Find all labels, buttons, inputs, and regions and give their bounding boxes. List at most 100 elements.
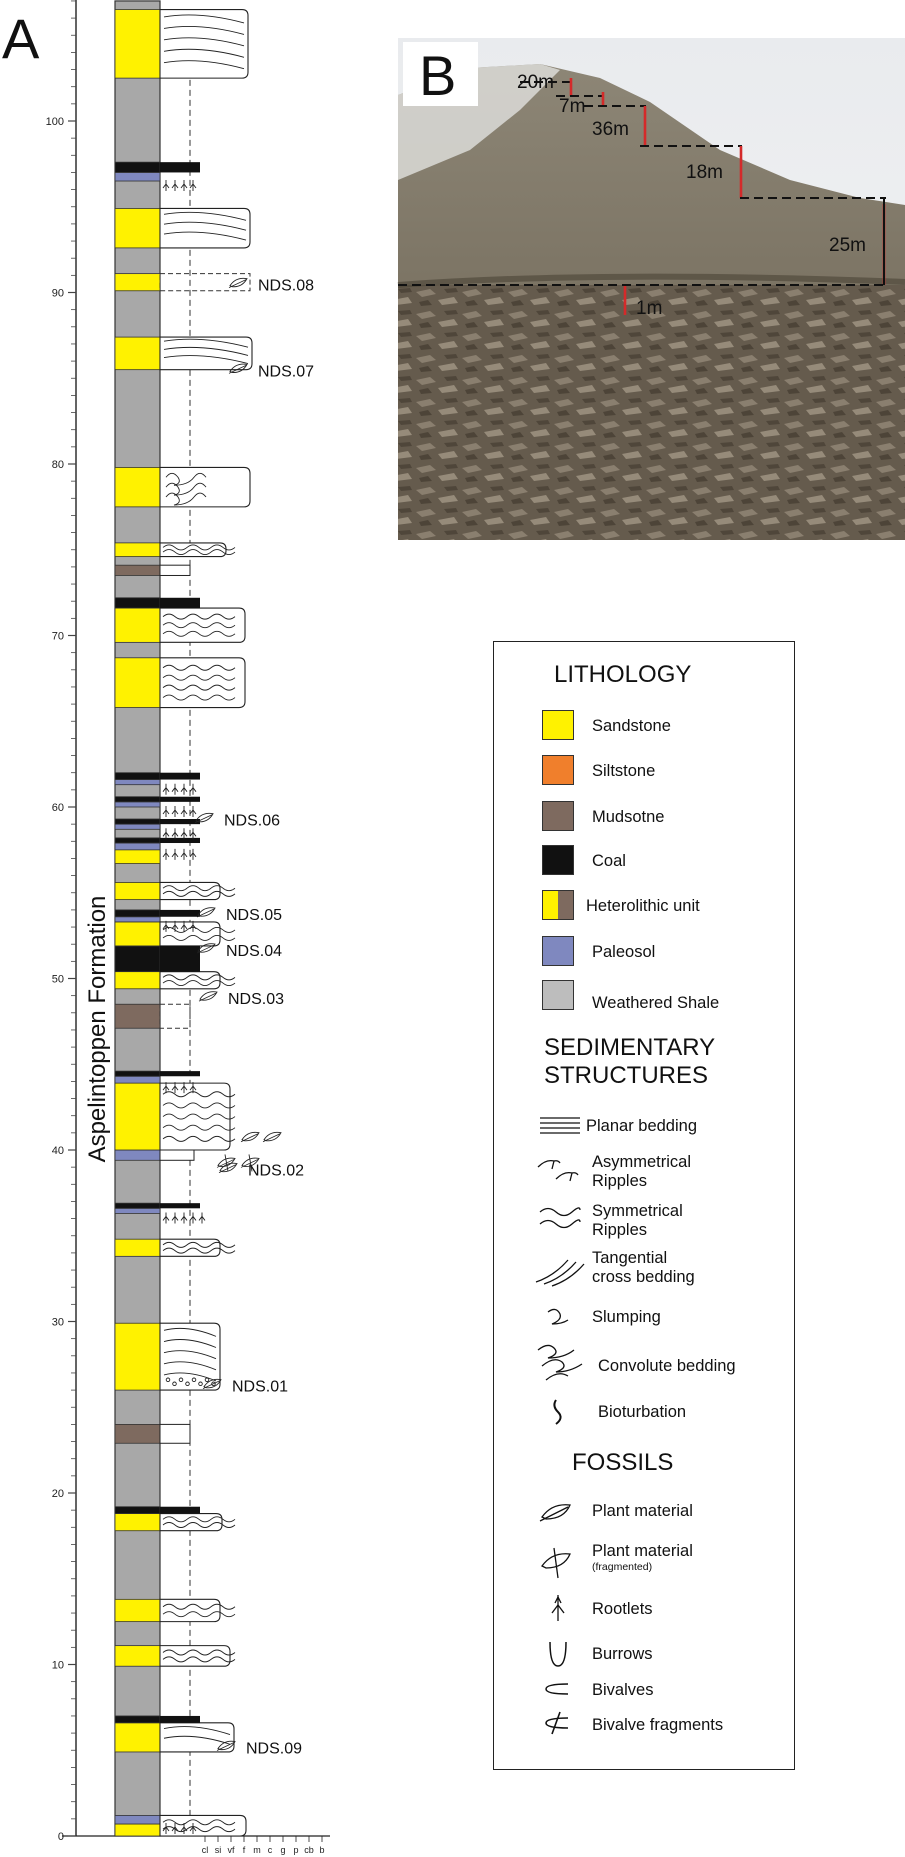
coal-swatch — [542, 845, 574, 875]
plant-fragment-cut — [224, 1154, 229, 1172]
rootlets-symbol — [162, 920, 170, 932]
plant-material-symbol — [203, 1378, 222, 1389]
burrows-label: Burrows — [592, 1645, 653, 1663]
axis-tick-label: 0 — [58, 1831, 64, 1843]
sandstone-bed — [114, 1322, 161, 1391]
sandstone-bed — [114, 1082, 161, 1151]
pebble-symbol — [211, 1381, 216, 1387]
slumping-label: Slumping — [592, 1308, 661, 1326]
thickness-label: 1m — [636, 298, 662, 319]
grain-size-label: f — [243, 1845, 246, 1855]
bed-profile — [159, 1645, 231, 1667]
axis-tick-label: 80 — [52, 459, 64, 471]
sample-label: NDS.01 — [232, 1379, 288, 1396]
sym-structure — [162, 694, 236, 701]
mud-profile — [159, 1149, 195, 1161]
tangential-cross-bedding-label-line1: Tangential — [592, 1249, 668, 1267]
sandstone-swatch — [542, 710, 574, 740]
sym-structure — [162, 885, 236, 892]
rootlets-symbol — [171, 1822, 179, 1834]
rootlets-symbol — [171, 180, 179, 192]
sym-structure — [162, 1113, 236, 1120]
axis-tick-label: 70 — [52, 631, 64, 643]
burrows-icon — [549, 1641, 567, 1667]
sym-structure — [162, 1649, 236, 1656]
tang-structure — [163, 37, 245, 47]
bed-profile — [159, 921, 221, 947]
grain-size-label: si — [215, 1845, 222, 1855]
sym-structure — [162, 1124, 236, 1131]
rootlets-symbol — [189, 1212, 197, 1224]
coal-label: Coal — [592, 852, 626, 870]
plant-material-symbol — [197, 907, 216, 917]
tang-structure — [163, 211, 247, 221]
sandstone-bed — [114, 1513, 161, 1532]
grain-size-label: p — [293, 1845, 298, 1855]
tang-structure — [163, 1361, 217, 1371]
structures-title-line2: STRUCTURES — [544, 1062, 709, 1089]
paleosol-bed — [114, 916, 161, 923]
panel-b-label-box — [403, 42, 478, 106]
plant-fragment-icon — [541, 1547, 571, 1579]
rootlets-symbol — [189, 920, 197, 932]
paleosol-bed — [114, 842, 161, 851]
sym-structure — [162, 544, 236, 551]
coal-bed — [114, 772, 161, 780]
bivalve-fragments-icon — [545, 1711, 569, 1735]
bivalves-label: Bivalves — [592, 1681, 654, 1699]
tang-structure — [163, 1735, 231, 1745]
sym-structure — [162, 613, 236, 620]
conv-structure — [165, 482, 207, 496]
grain-size-label: cl — [202, 1845, 209, 1855]
sym-structure — [162, 684, 236, 691]
rootlets-symbol — [162, 1212, 170, 1224]
sym-structure — [162, 980, 236, 987]
plant-stem — [198, 992, 217, 1002]
lithology-column — [114, 0, 161, 1837]
heterolithic-swatch — [542, 890, 574, 920]
paleosol-label: Paleosol — [592, 943, 656, 961]
plant-fragment-symbol — [241, 1157, 260, 1167]
plant-material-label: Plant material — [592, 1502, 693, 1520]
coal-bed — [114, 945, 161, 973]
depth-axis: 0 10 20 30 40 50 60 70 80 90 100 — [46, 0, 330, 1843]
tang-structure — [163, 1339, 217, 1348]
siltstone-label: Siltstone — [592, 762, 656, 780]
coal-bed — [114, 909, 161, 918]
conv-structure — [165, 472, 207, 486]
sandstone-bed — [114, 1823, 161, 1837]
sandstone-bed — [114, 1722, 161, 1753]
thickness-label: 18m — [686, 162, 723, 183]
mudstone-bed — [114, 1424, 161, 1444]
mud-profile — [159, 1423, 191, 1444]
rootlets-symbol — [162, 180, 170, 192]
sym-structure — [162, 1819, 236, 1826]
rootlets-icon — [551, 1595, 565, 1621]
bed-profile — [159, 1238, 221, 1257]
rootlets-symbol — [180, 180, 188, 192]
sample-label: NDS.04 — [226, 943, 282, 960]
coal-profile — [160, 909, 200, 917]
bed-profile — [159, 1082, 231, 1151]
coal-profile — [160, 945, 200, 972]
sandstone-bed — [114, 971, 161, 990]
coal-bed — [114, 597, 161, 609]
rootlets-symbol — [180, 848, 188, 860]
sym-structure — [162, 1247, 236, 1254]
sample-label: NDS.02 — [248, 1163, 304, 1180]
rootlets-symbol — [162, 828, 170, 840]
bivalves-icon — [545, 1683, 569, 1695]
plant-stem — [216, 1742, 235, 1751]
sym-structure — [162, 630, 236, 637]
tang-structure — [163, 1726, 231, 1735]
grain-size-label: b — [319, 1845, 324, 1855]
rootlets-symbol — [189, 848, 197, 860]
tang-structure — [163, 346, 249, 356]
paleosol-bed — [114, 801, 161, 808]
rootlets-label: Rootlets — [592, 1600, 653, 1618]
rootlets-symbol — [180, 806, 188, 817]
rootlets-symbol — [189, 783, 197, 795]
plant-material-symbol — [199, 991, 218, 1001]
paleosol-bed — [114, 1075, 161, 1084]
